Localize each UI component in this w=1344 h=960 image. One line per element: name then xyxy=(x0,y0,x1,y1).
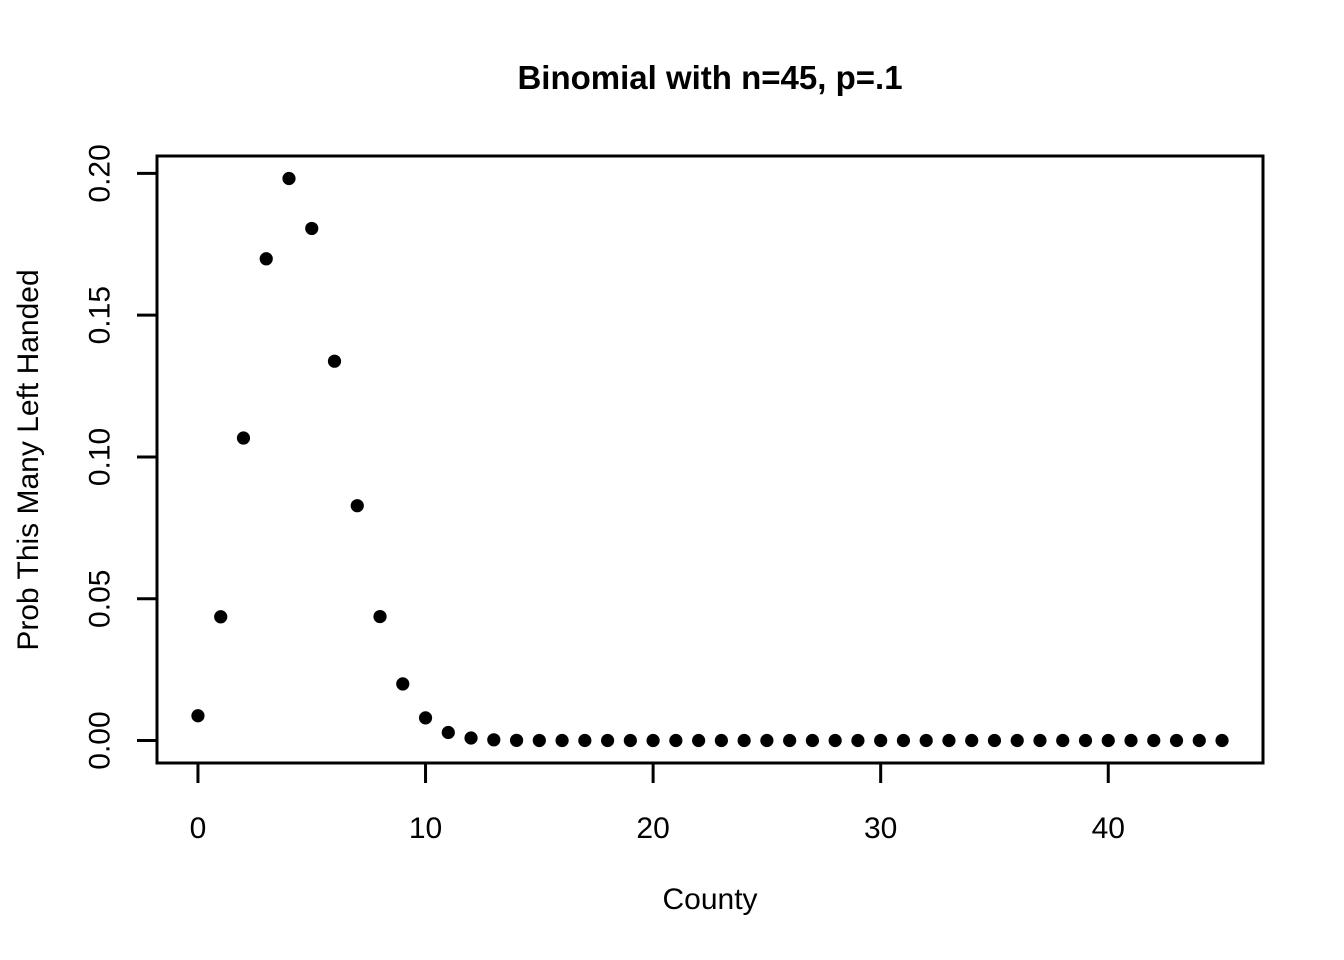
data-point xyxy=(623,733,637,748)
data-point xyxy=(418,711,433,725)
data-point xyxy=(373,609,387,624)
data-point xyxy=(236,431,251,445)
y-tick-label: 0.10 xyxy=(84,428,117,486)
x-tick-label: 0 xyxy=(190,812,207,845)
data-point xyxy=(600,733,615,748)
data-point xyxy=(760,733,774,748)
data-point xyxy=(1078,733,1093,748)
plot-title: Binomial with n=45, p=.1 xyxy=(517,59,903,96)
data-point xyxy=(1147,733,1161,748)
data-point xyxy=(214,610,228,624)
data-point xyxy=(646,733,660,748)
data-point xyxy=(1169,733,1184,748)
y-tick-label: 0.20 xyxy=(84,144,117,202)
data-point xyxy=(464,731,478,745)
data-point xyxy=(692,733,706,748)
x-tick-label: 40 xyxy=(1092,812,1125,845)
data-point xyxy=(987,733,1002,748)
data-point xyxy=(350,499,364,513)
data-point xyxy=(1056,733,1070,748)
y-tick-label: 0.05 xyxy=(84,570,117,628)
data-point xyxy=(828,733,842,748)
data-point xyxy=(965,733,979,748)
x-tick-label: 10 xyxy=(409,812,442,845)
plot-box xyxy=(155,154,1265,765)
data-point xyxy=(714,733,728,748)
x-tick-label: 20 xyxy=(636,812,669,845)
data-point xyxy=(441,725,455,740)
data-point xyxy=(578,733,592,748)
data-point xyxy=(919,733,933,748)
y-tick-label: 0.15 xyxy=(84,286,117,344)
data-point xyxy=(1010,733,1024,748)
data-point xyxy=(805,733,820,748)
data-point xyxy=(1101,733,1115,748)
data-point xyxy=(1215,733,1229,748)
data-point xyxy=(1124,733,1138,748)
data-point xyxy=(737,733,751,748)
data-point xyxy=(327,354,342,368)
x-tick-label: 30 xyxy=(864,812,897,845)
data-point xyxy=(942,733,956,748)
data-point xyxy=(191,709,205,723)
data-point xyxy=(487,733,501,747)
data-point xyxy=(532,733,546,748)
data-point xyxy=(669,733,683,748)
data-point xyxy=(282,171,296,186)
data-point xyxy=(783,733,797,748)
data-point xyxy=(305,221,319,236)
data-point xyxy=(896,733,911,748)
data-point xyxy=(874,733,888,748)
data-point xyxy=(1192,733,1206,748)
y-tick-label: 0.00 xyxy=(84,711,117,769)
data-point xyxy=(1033,733,1047,748)
x-axis-label: County xyxy=(662,883,758,916)
data-point xyxy=(259,252,273,266)
y-axis-label: Prob This Many Left Handed xyxy=(12,269,45,651)
data-point xyxy=(851,733,865,748)
data-point xyxy=(555,733,569,748)
data-point xyxy=(396,677,410,691)
data-point xyxy=(509,733,524,747)
